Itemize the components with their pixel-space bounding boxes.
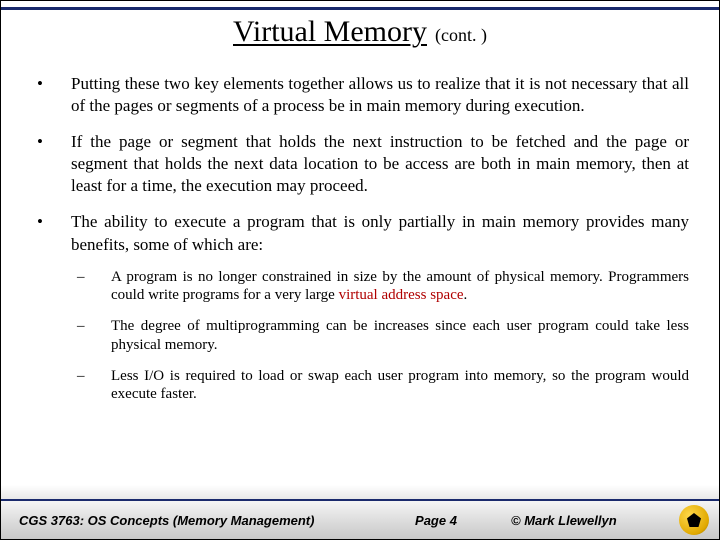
sub-bullet-item: The degree of multiprogramming can be in… xyxy=(71,317,689,355)
bullet-item: Putting these two key elements together … xyxy=(31,73,689,117)
sub-bullet-item: Less I/O is required to load or swap eac… xyxy=(71,367,689,405)
sub-bullet-list: A program is no longer constrained in si… xyxy=(71,268,689,405)
slide-title-suffix: (cont. ) xyxy=(435,25,487,45)
ucf-logo-icon xyxy=(679,505,709,535)
highlight-text: virtual address space xyxy=(339,287,464,303)
sub-bullet-text: The degree of multiprogramming can be in… xyxy=(111,318,689,353)
sub-bullet-text-post: . xyxy=(464,287,468,303)
footer-page: Page 4 xyxy=(371,513,501,528)
bullet-text: If the page or segment that holds the ne… xyxy=(71,132,689,195)
main-bullet-list: Putting these two key elements together … xyxy=(31,73,689,404)
slide-title: Virtual Memory xyxy=(233,15,427,48)
bullet-item: If the page or segment that holds the ne… xyxy=(31,131,689,197)
bullet-text: Putting these two key elements together … xyxy=(71,74,689,115)
sub-bullet-item: A program is no longer constrained in si… xyxy=(71,268,689,306)
top-rule xyxy=(1,7,719,10)
footer-course: CGS 3763: OS Concepts (Memory Management… xyxy=(1,513,371,528)
bullet-item: The ability to execute a program that is… xyxy=(31,211,689,404)
footer-shadow xyxy=(1,485,719,499)
bullet-text: The ability to execute a program that is… xyxy=(71,212,689,253)
sub-bullet-text: Less I/O is required to load or swap eac… xyxy=(111,368,689,403)
content-area: Putting these two key elements together … xyxy=(1,49,719,404)
footer-bar: CGS 3763: OS Concepts (Memory Management… xyxy=(1,499,719,539)
footer-copyright: © Mark Llewellyn xyxy=(501,513,679,528)
